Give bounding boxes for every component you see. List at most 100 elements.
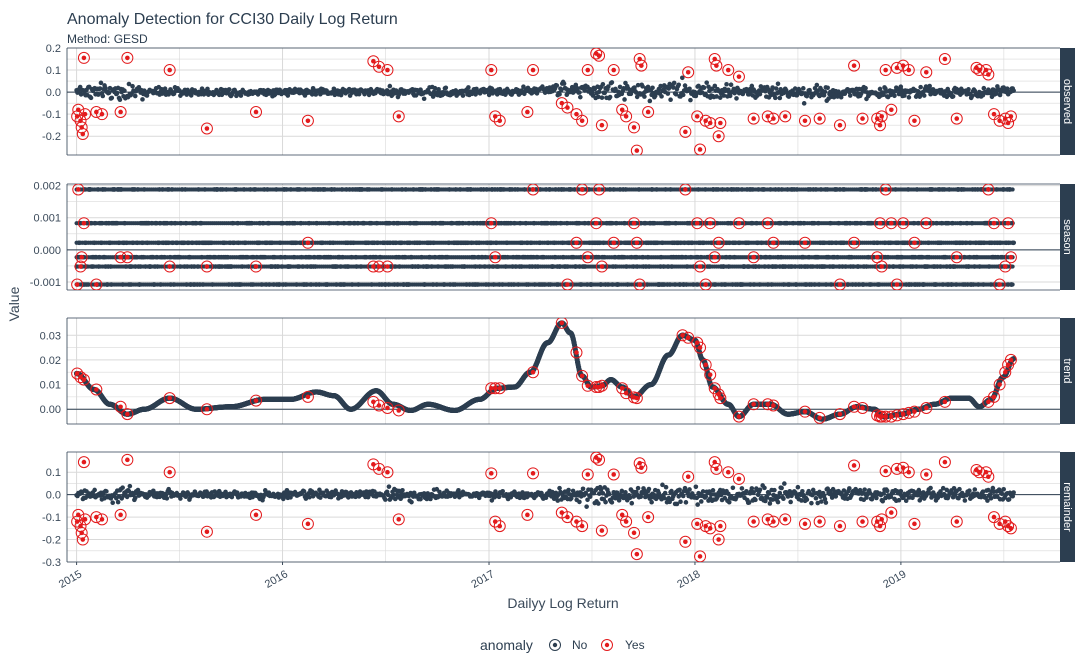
point-normal	[724, 81, 729, 87]
point-normal	[825, 85, 830, 91]
anomaly-ring	[635, 59, 648, 72]
point-normal	[950, 94, 956, 99]
point-normal	[642, 94, 647, 99]
point-normal	[332, 92, 338, 98]
point-normal	[559, 87, 564, 93]
anomaly-ring	[493, 114, 506, 127]
point-normal	[109, 95, 115, 101]
point-normal	[712, 83, 718, 89]
point-anomaly	[619, 107, 625, 113]
point-anomaly	[396, 114, 402, 119]
anomaly-ring	[694, 143, 707, 155]
point-normal	[682, 83, 688, 88]
point-anomaly	[253, 109, 259, 115]
point-normal	[596, 94, 601, 100]
point-normal	[130, 83, 135, 89]
point-normal	[460, 93, 466, 98]
point-normal	[635, 82, 641, 88]
grid-season	[66, 183, 1060, 291]
point-anomaly	[725, 67, 731, 73]
y-tick-label: 0.0	[46, 87, 61, 99]
point-normal	[97, 86, 103, 91]
anomaly-ring	[704, 117, 717, 130]
point-normal	[272, 92, 278, 97]
point-normal	[114, 90, 120, 96]
point-normal	[634, 94, 640, 100]
anomaly-ring	[121, 51, 134, 64]
point-anomaly	[851, 63, 857, 68]
point-normal	[671, 80, 677, 86]
point-normal	[749, 83, 755, 89]
point-anomaly	[771, 116, 776, 121]
point-normal	[765, 86, 771, 92]
point-normal	[658, 83, 663, 89]
anomaly-ring	[938, 53, 951, 66]
anomaly-ring	[767, 112, 780, 125]
anomaly-ring	[576, 114, 589, 127]
point-normal	[709, 86, 715, 92]
anomaly-ring	[561, 101, 574, 114]
point-normal	[659, 94, 664, 99]
point-anomaly	[954, 116, 960, 121]
anomaly-ring	[856, 112, 869, 125]
anomaly-ring	[76, 128, 89, 141]
point-normal	[126, 81, 132, 87]
point-anomaly	[99, 111, 105, 117]
point-normal	[988, 90, 994, 96]
strip-label: season	[1061, 219, 1073, 254]
point-normal	[640, 84, 645, 89]
point-normal	[1010, 240, 1015, 245]
point-normal	[706, 84, 711, 90]
point-normal	[902, 93, 907, 98]
anomaly-ring	[527, 64, 540, 77]
point-normal	[617, 84, 623, 90]
point-anomaly	[631, 125, 637, 130]
point-normal	[387, 83, 393, 89]
point-anomaly	[751, 116, 756, 121]
points-season	[71, 184, 1017, 290]
point-normal	[1005, 86, 1010, 91]
point-anomaly	[167, 67, 172, 73]
anomaly-ring	[489, 110, 502, 123]
point-normal	[994, 91, 999, 96]
anomaly-ring	[679, 125, 692, 138]
point-normal	[777, 95, 783, 101]
anomaly-ring	[301, 114, 314, 127]
point-normal	[877, 86, 883, 92]
point-anomaly	[883, 67, 888, 73]
y-tick-label: -0.2	[42, 131, 61, 143]
point-normal	[122, 88, 127, 94]
point-anomaly	[204, 126, 210, 131]
point-normal	[140, 97, 145, 102]
point-normal	[356, 91, 362, 97]
point-anomaly	[305, 118, 311, 124]
point-anomaly	[599, 122, 605, 128]
point-normal	[921, 93, 927, 98]
point-normal	[800, 86, 806, 91]
point-anomaly	[694, 114, 700, 119]
point-anomaly	[80, 131, 86, 137]
anomaly-ring	[920, 66, 933, 79]
point-normal	[95, 92, 101, 97]
point-normal	[714, 94, 719, 99]
point-anomaly	[912, 118, 917, 124]
point-anomaly	[837, 122, 843, 128]
anomaly-ring	[732, 70, 745, 83]
point-normal	[575, 86, 580, 91]
point-anomaly	[530, 67, 536, 73]
anomaly-ring	[79, 108, 92, 121]
anomaly-ring	[710, 59, 723, 72]
point-anomaly	[860, 116, 865, 121]
point-normal	[773, 95, 778, 101]
point-anomaly	[639, 63, 644, 68]
point-anomaly	[81, 55, 87, 61]
point-anomaly	[877, 122, 883, 128]
anomaly-ring	[392, 110, 405, 123]
point-normal	[554, 83, 560, 88]
anomaly-ring	[642, 105, 655, 118]
point-normal	[676, 82, 682, 88]
point-anomaly	[525, 109, 530, 115]
point-normal	[632, 85, 637, 90]
anomaly-ring	[779, 110, 792, 123]
